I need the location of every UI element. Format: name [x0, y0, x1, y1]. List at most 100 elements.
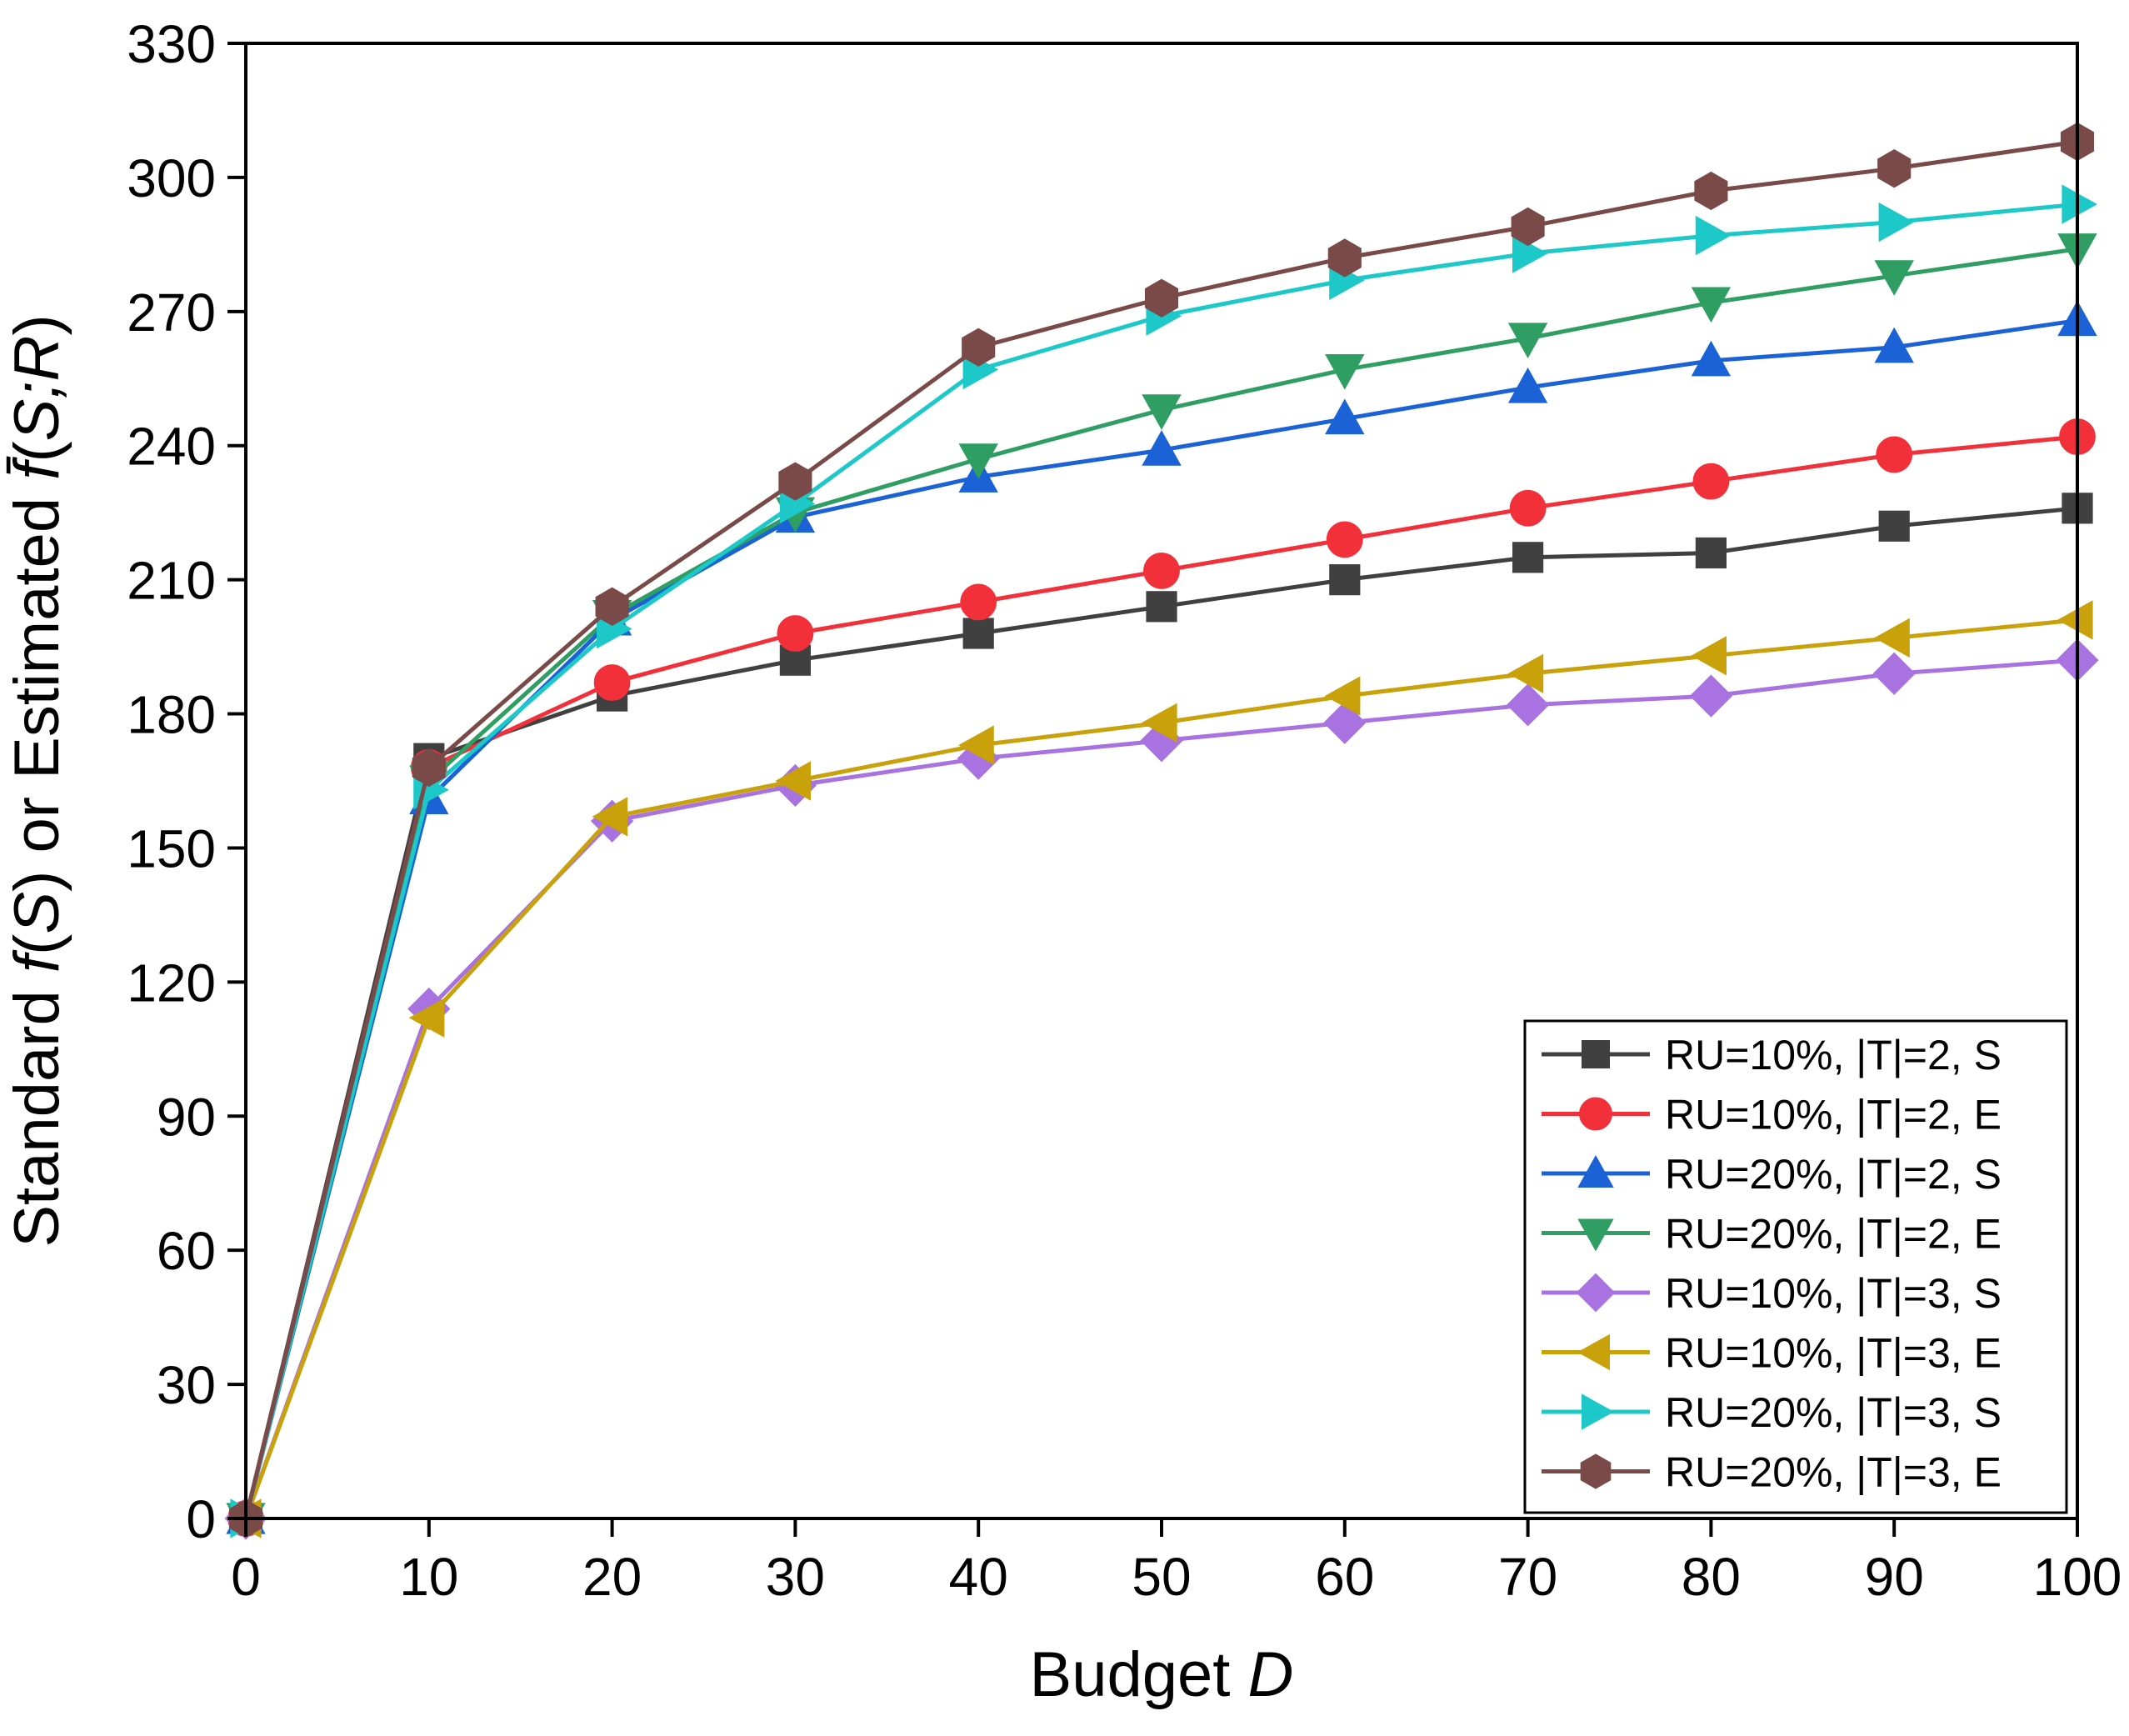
data-point — [960, 583, 997, 621]
x-tick-label: 50 — [1132, 1547, 1191, 1607]
data-point — [1691, 287, 1732, 323]
data-point — [1326, 521, 1363, 558]
x-tick-label: 40 — [949, 1547, 1008, 1607]
legend-label: RU=10%, |T|=3, E — [1665, 1330, 2002, 1377]
y-tick-label: 270 — [127, 283, 216, 343]
data-point — [412, 748, 446, 788]
x-tick-label: 10 — [399, 1547, 458, 1607]
data-point — [958, 443, 998, 479]
data-point — [1143, 553, 1180, 589]
data-point — [1507, 323, 1548, 359]
data-point — [1695, 215, 1732, 256]
tick-labels: 0 10 20 30 40 50 60 70 80 90 100 0 30 60 90 120 150 180 21… — [127, 14, 2122, 1607]
legend-item: RU=10%, |T|=2, S — [1542, 1032, 2002, 1078]
data-point — [779, 644, 811, 676]
data-point — [1142, 430, 1182, 466]
y-tick-label: 210 — [127, 551, 216, 611]
y-tick-label: 90 — [157, 1087, 216, 1147]
data-point — [1689, 674, 1733, 718]
data-point — [775, 761, 811, 801]
x-tick-label: 100 — [2033, 1547, 2122, 1607]
x-tick-label: 30 — [766, 1547, 825, 1607]
data-point — [1691, 340, 1732, 377]
y-tick-label: 240 — [127, 417, 216, 477]
legend-marker — [1577, 1218, 1614, 1252]
data-point — [592, 797, 628, 837]
data-point — [1877, 149, 1912, 188]
y-tick-label: 0 — [186, 1489, 216, 1549]
data-point — [1878, 510, 1910, 542]
data-point — [962, 618, 994, 649]
data-point — [595, 587, 629, 626]
legend-label: RU=10%, |T|=3, S — [1665, 1270, 2002, 1317]
data-point — [1144, 278, 1179, 318]
legend-marker — [1582, 1393, 1615, 1430]
data-point — [1506, 683, 1550, 727]
data-point — [1327, 238, 1362, 278]
x-axis-title: Budget D — [1030, 1639, 1294, 1710]
legend-marker — [1577, 1154, 1614, 1188]
legend: RU=10%, |T|=2, S RU=10%, |T|=2, E RU=20%, … — [1523, 1019, 2068, 1514]
y-tick-label: 60 — [157, 1221, 216, 1281]
data-point — [2057, 600, 2093, 640]
x-tick-label: 90 — [1865, 1547, 1924, 1607]
y-axis-title: Standard f(S) or Estimated f̄(S;R) — [2, 314, 72, 1247]
x-tick-label: 60 — [1315, 1547, 1374, 1607]
data-point — [1329, 564, 1361, 596]
data-point — [1507, 367, 1548, 403]
data-point — [1694, 171, 1728, 211]
legend-box — [1523, 1019, 2068, 1514]
legend-label: RU=20%, |T|=2, E — [1665, 1211, 2002, 1258]
data-point — [1509, 489, 1547, 527]
data-point — [1512, 542, 1544, 573]
data-point — [1695, 537, 1727, 569]
y-tick-label: 180 — [127, 685, 216, 745]
y-tick-label: 30 — [157, 1355, 216, 1415]
legend-item: RU=20%, |T|=3, S — [1542, 1389, 2002, 1436]
data-point — [1872, 652, 1916, 695]
y-tick-label: 300 — [127, 148, 216, 208]
data-point — [1874, 260, 1914, 296]
axes-ticks — [227, 42, 2079, 1537]
legend-marker — [1582, 1040, 1610, 1068]
legend-label: RU=10%, |T|=2, E — [1665, 1092, 2002, 1138]
x-tick-label: 70 — [1498, 1547, 1557, 1607]
data-point — [2062, 184, 2098, 224]
legend-marker — [1580, 1453, 1612, 1489]
x-tick-label: 0 — [231, 1547, 261, 1607]
legend-item: RU=20%, |T|=2, S — [1542, 1151, 2002, 1198]
legend-item: RU=20%, |T|=3, E — [1542, 1449, 2002, 1496]
legend-marker — [1576, 1273, 1616, 1313]
legend-item: RU=10%, |T|=3, S — [1542, 1270, 2002, 1317]
data-point — [958, 725, 994, 765]
data-point — [1146, 591, 1177, 623]
data-point — [1878, 202, 1915, 243]
data-point — [1325, 398, 1365, 435]
data-point — [593, 664, 631, 701]
x-tick-label: 20 — [582, 1547, 642, 1607]
y-tick-label: 120 — [127, 953, 216, 1013]
data-point — [1874, 618, 1910, 658]
y-tick-label: 150 — [127, 818, 216, 878]
data-point — [1874, 327, 1914, 363]
legend-item: RU=10%, |T|=3, E — [1542, 1330, 2002, 1377]
series-8 — [228, 122, 2095, 1538]
data-point — [962, 328, 996, 367]
data-point — [777, 615, 814, 652]
data-point — [1325, 353, 1365, 390]
legend-item: RU=10%, |T|=2, E — [1542, 1092, 2002, 1138]
data-point — [1876, 436, 1913, 473]
data-point — [408, 998, 445, 1038]
data-point — [1142, 394, 1182, 430]
legend-marker — [1579, 1097, 1612, 1131]
legend-label: RU=20%, |T|=3, S — [1665, 1389, 2002, 1436]
data-point — [1511, 207, 1545, 247]
y-tick-label: 330 — [127, 14, 216, 74]
data-point — [1692, 463, 1730, 500]
legend-label: RU=10%, |T|=2, S — [1665, 1032, 2002, 1078]
data-point — [778, 462, 812, 501]
data-point — [1324, 676, 1361, 716]
legend-item: RU=20%, |T|=2, E — [1542, 1211, 2002, 1258]
data-point — [1141, 703, 1177, 743]
